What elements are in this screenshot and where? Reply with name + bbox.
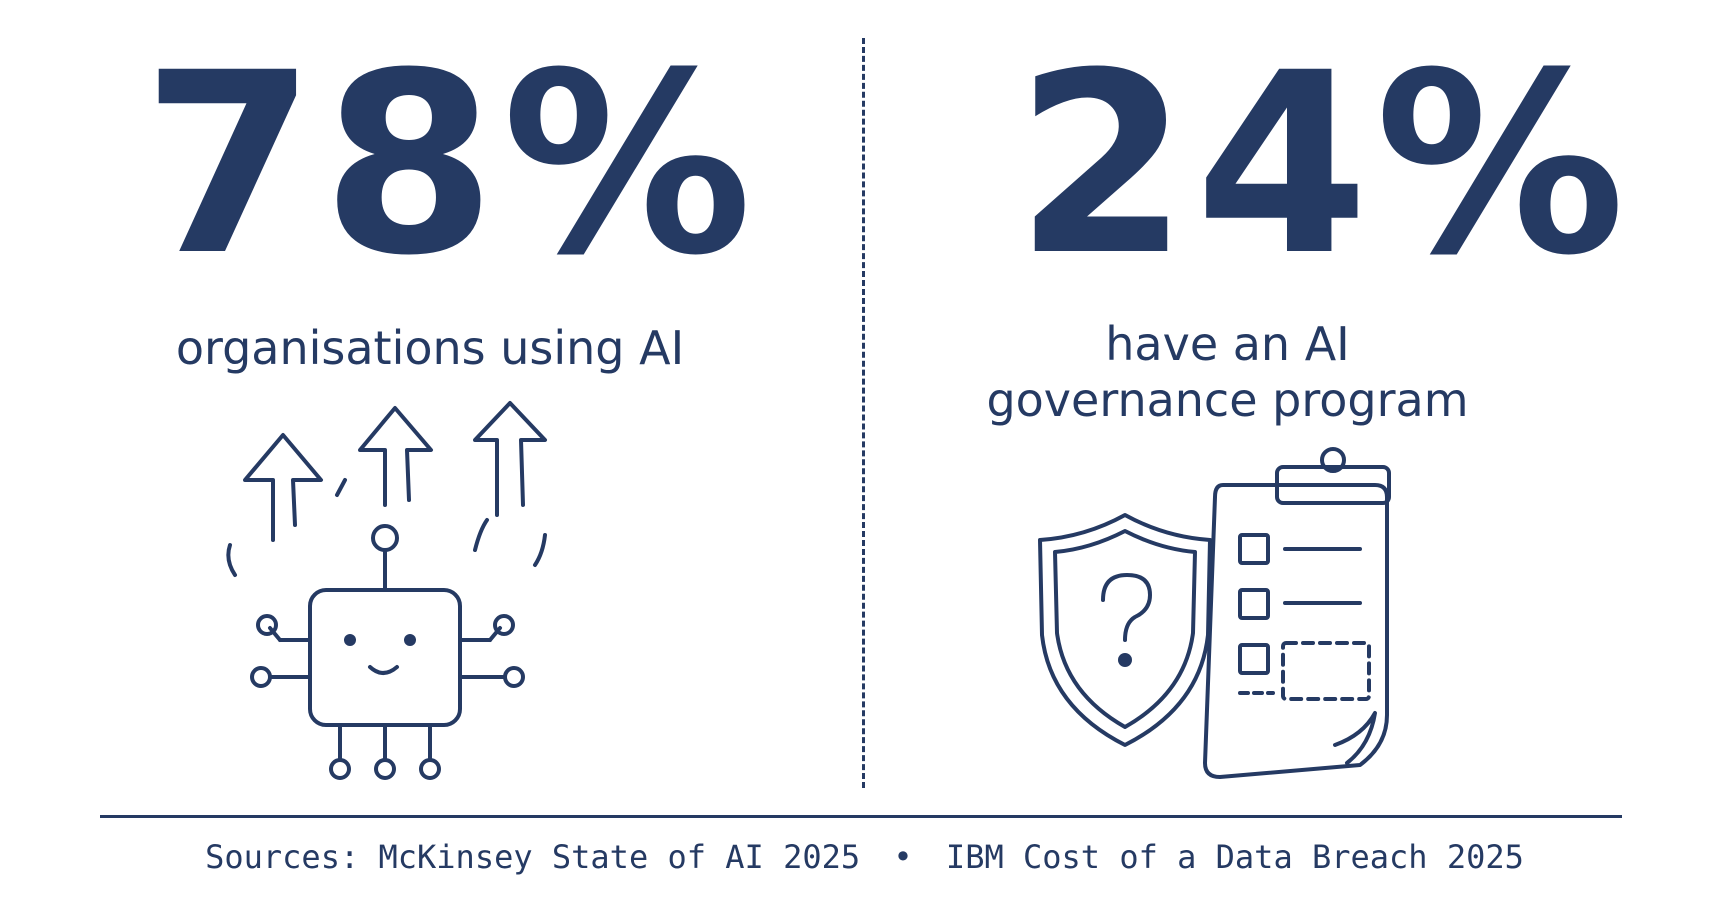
right-stat-panel: 24% have an AI governance program <box>865 0 1729 800</box>
stat-label-ai-governance: have an AI governance program <box>865 316 1590 428</box>
footer-rule <box>100 815 1622 818</box>
stat-value-ai-governance: 24% <box>1015 19 1632 310</box>
stat-label-line-1: have an AI <box>1105 317 1350 371</box>
source-mckinsey: McKinsey State of AI 2025 <box>378 838 861 876</box>
stat-value-ai-usage: 78% <box>142 19 759 310</box>
robot-chip-icon <box>226 401 547 780</box>
sources-prefix: Sources: <box>205 838 360 876</box>
sources-separator: • <box>893 838 913 876</box>
stat-label-line-2: governance program <box>986 373 1469 427</box>
up-arrow-icon <box>243 433 323 542</box>
up-arrow-icon <box>473 401 547 517</box>
shield-question-icon <box>1038 513 1212 747</box>
sources-footer: Sources: McKinsey State of AI 2025 • IBM… <box>0 838 1729 876</box>
up-arrow-icon <box>358 406 433 507</box>
left-stat-panel: 78% organisations using AI <box>0 0 860 800</box>
source-ibm: IBM Cost of a Data Breach 2025 <box>945 838 1524 876</box>
stat-label-ai-usage: organisations using AI <box>175 321 685 375</box>
governance-illustration <box>1038 447 1391 779</box>
clipboard-checklist-icon <box>1203 447 1391 779</box>
panel-divider <box>862 38 865 788</box>
